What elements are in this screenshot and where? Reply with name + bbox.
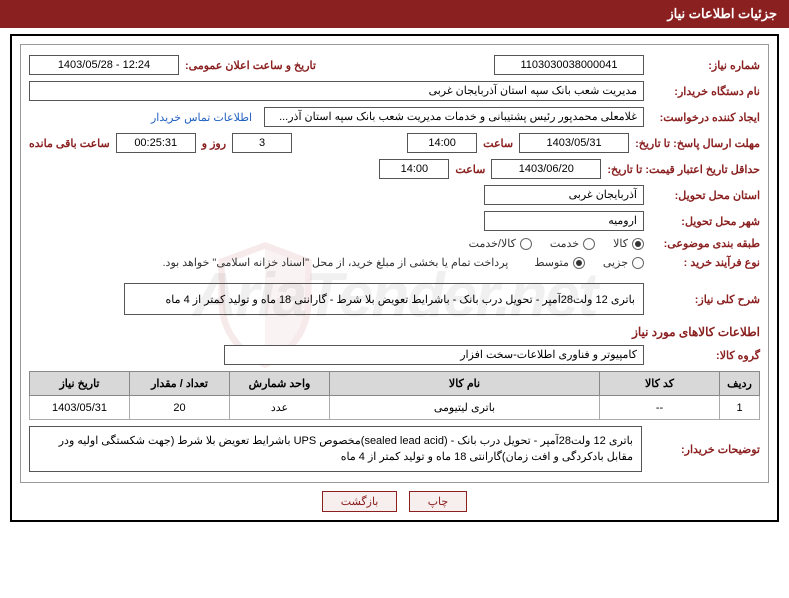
button-row: چاپ بازگشت (20, 491, 769, 512)
contact-buyer-link[interactable]: اطلاعات تماس خریدار (151, 111, 252, 124)
min-validity-label: حداقل تاریخ اعتبار قیمت: تا تاریخ: (607, 163, 760, 176)
row-need-number: شماره نیاز: 1103030038000041 تاریخ و ساع… (29, 55, 760, 75)
th-row: ردیف (720, 372, 760, 396)
deadline-reply-label: مهلت ارسال پاسخ: تا تاریخ: (635, 137, 760, 150)
row-min-validity: حداقل تاریخ اعتبار قیمت: تا تاریخ: 1403/… (29, 159, 760, 179)
delivery-city-label: شهر محل تحویل: (650, 215, 760, 228)
td-code: -- (600, 396, 720, 420)
th-qty: تعداد / مقدار (130, 372, 230, 396)
th-date: تاریخ نیاز (30, 372, 130, 396)
page-header: جزئیات اطلاعات نیاز (0, 0, 789, 28)
row-requester: ایجاد کننده درخواست: غلامعلی محمدپور رئی… (29, 107, 760, 127)
buyer-notes-field: باتری 12 ولت28آمپر - تحویل درب بانک - (s… (29, 426, 642, 472)
purchase-process-label: نوع فرآیند خرید : (650, 256, 760, 269)
page-title: جزئیات اطلاعات نیاز (667, 6, 777, 21)
goods-info-title: اطلاعات کالاهای مورد نیاز (29, 325, 760, 339)
row-delivery-city: شهر محل تحویل: ارومیه (29, 211, 760, 231)
radio-label: کالا (613, 237, 628, 250)
radio-icon (573, 257, 585, 269)
goods-group-label: گروه کالا: (650, 349, 760, 362)
td-row: 1 (720, 396, 760, 420)
radio-label: جزیی (603, 256, 628, 269)
td-date: 1403/05/31 (30, 396, 130, 420)
row-subject-class: طبقه بندی موضوعی: کالا خدمت کالا/خدمت (29, 237, 760, 250)
th-code: کد کالا (600, 372, 720, 396)
radio-label: خدمت (550, 237, 579, 250)
min-validity-time-field: 14:00 (379, 159, 449, 179)
subject-class-label: طبقه بندی موضوعی: (650, 237, 760, 250)
requester-field: غلامعلی محمدپور رئیس پشتیبانی و خدمات مد… (264, 107, 644, 127)
min-validity-date-field: 1403/06/20 (491, 159, 601, 179)
delivery-province-label: استان محل تحویل: (650, 189, 760, 202)
th-unit: واحد شمارش (230, 372, 330, 396)
general-desc-field: باتری 12 ولت28آمپر - تحویل درب بانک - با… (124, 283, 644, 315)
row-purchase-process: نوع فرآیند خرید : جزیی متوسط پرداخت تمام… (29, 256, 760, 269)
announce-datetime-field: 1403/05/28 - 12:24 (29, 55, 179, 75)
subject-class-radio-both[interactable]: کالا/خدمت (469, 237, 532, 250)
general-desc-label: شرح کلی نیاز: (650, 293, 760, 306)
time-remaining-label: ساعت باقی مانده (29, 137, 110, 150)
deadline-reply-time-field: 14:00 (407, 133, 477, 153)
subject-class-radio-goods[interactable]: کالا (613, 237, 644, 250)
td-qty: 20 (130, 396, 230, 420)
days-and-label: روز و (202, 137, 226, 150)
time-label-2: ساعت (455, 163, 485, 176)
delivery-province-field: آذربایجان غربی (484, 185, 644, 205)
goods-table: ردیف کد کالا نام کالا واحد شمارش تعداد /… (29, 371, 760, 420)
purchase-process-radio-group: جزیی متوسط (534, 256, 644, 269)
subject-class-radio-group: کالا خدمت کالا/خدمت (469, 237, 644, 250)
radio-label: متوسط (534, 256, 569, 269)
form-panel: شماره نیاز: 1103030038000041 تاریخ و ساع… (20, 44, 769, 483)
subject-class-radio-service[interactable]: خدمت (550, 237, 595, 250)
deadline-reply-date-field: 1403/05/31 (519, 133, 629, 153)
days-remaining-field: 3 (232, 133, 292, 153)
td-name: باتری لیتیومی (330, 396, 600, 420)
need-number-field: 1103030038000041 (494, 55, 644, 75)
need-number-label: شماره نیاز: (650, 59, 760, 72)
back-button[interactable]: بازگشت (322, 491, 398, 512)
time-label-1: ساعت (483, 137, 513, 150)
buyer-notes-label: توضیحات خریدار: (650, 443, 760, 456)
buyer-org-field: مدیریت شعب بانک سپه استان آذربایجان غربی (29, 81, 644, 101)
time-remaining-field: 00:25:31 (116, 133, 196, 153)
announce-datetime-label: تاریخ و ساعت اعلان عمومی: (185, 59, 316, 72)
outer-frame: شماره نیاز: 1103030038000041 تاریخ و ساع… (10, 34, 779, 522)
radio-icon (632, 238, 644, 250)
buyer-org-label: نام دستگاه خریدار: (650, 85, 760, 98)
row-delivery-province: استان محل تحویل: آذربایجان غربی (29, 185, 760, 205)
table-row: 1 -- باتری لیتیومی عدد 20 1403/05/31 (30, 396, 760, 420)
radio-icon (520, 238, 532, 250)
row-buyer-notes: توضیحات خریدار: باتری 12 ولت28آمپر - تحو… (29, 426, 760, 472)
goods-group-field: کامپیوتر و فناوری اطلاعات-سخت افزار (224, 345, 644, 365)
requester-label: ایجاد کننده درخواست: (650, 111, 760, 124)
purchase-note: پرداخت تمام یا بخشی از مبلغ خرید، از محل… (163, 256, 509, 269)
delivery-city-field: ارومیه (484, 211, 644, 231)
radio-label: کالا/خدمت (469, 237, 516, 250)
table-header-row: ردیف کد کالا نام کالا واحد شمارش تعداد /… (30, 372, 760, 396)
radio-icon (583, 238, 595, 250)
row-goods-group: گروه کالا: کامپیوتر و فناوری اطلاعات-سخت… (29, 345, 760, 365)
row-general-desc: شرح کلی نیاز: باتری 12 ولت28آمپر - تحویل… (29, 283, 760, 315)
purchase-process-radio-medium[interactable]: متوسط (534, 256, 585, 269)
th-name: نام کالا (330, 372, 600, 396)
row-buyer-org: نام دستگاه خریدار: مدیریت شعب بانک سپه ا… (29, 81, 760, 101)
row-deadline-reply: مهلت ارسال پاسخ: تا تاریخ: 1403/05/31 سا… (29, 133, 760, 153)
print-button[interactable]: چاپ (409, 491, 468, 512)
radio-icon (632, 257, 644, 269)
purchase-process-radio-minor[interactable]: جزیی (603, 256, 644, 269)
td-unit: عدد (230, 396, 330, 420)
